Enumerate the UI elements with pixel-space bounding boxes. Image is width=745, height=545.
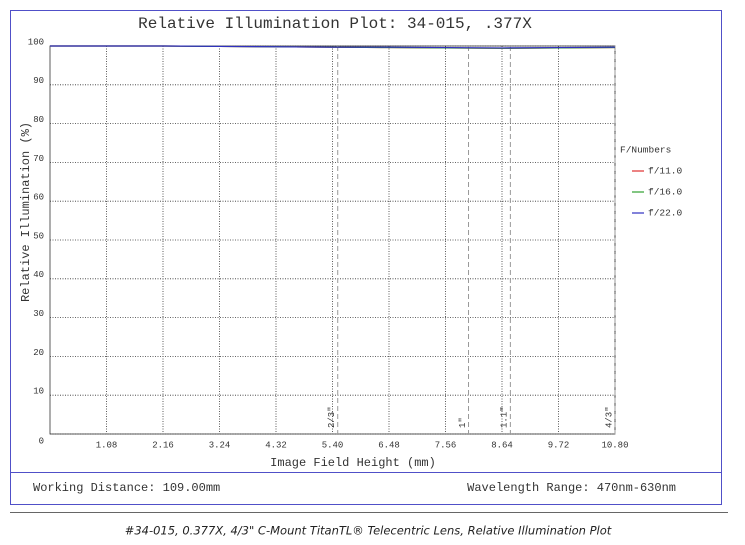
- wavelength-range: Wavelength Range: 470nm-630nm: [467, 481, 676, 495]
- y-tick-label: 70: [33, 154, 44, 164]
- x-tick-label: 4.32: [265, 440, 287, 450]
- y-tick-label: 90: [33, 76, 44, 86]
- y-axis-label: Relative Illumination (%): [19, 122, 33, 302]
- y-tick-label: 50: [33, 231, 44, 241]
- x-tick-label: 8.64: [491, 440, 513, 450]
- chart-title: Relative Illumination Plot: 34-015, .377…: [138, 15, 532, 33]
- sensor-label: 4/3": [604, 406, 614, 428]
- y-tick-label: 40: [33, 270, 44, 280]
- legend-label: f/22.0: [648, 208, 683, 219]
- x-tick-label: 7.56: [435, 440, 457, 450]
- sensor-label: 1.1": [500, 406, 510, 428]
- y-tick-label: 10: [33, 387, 44, 397]
- y-tick-label: 30: [33, 309, 44, 319]
- y-tick-label: 100: [28, 37, 44, 47]
- x-tick-label: 6.48: [378, 440, 400, 450]
- y-tick-label: 20: [33, 348, 44, 358]
- x-tick-label: 1.08: [96, 440, 118, 450]
- x-tick-label: 10.80: [601, 440, 628, 450]
- series-line: [50, 45, 616, 49]
- legend-label: f/16.0: [648, 187, 683, 198]
- x-tick-label: 5.40: [322, 440, 344, 450]
- legend-title: F/Numbers: [620, 145, 671, 156]
- x-tick-label: 9.72: [548, 440, 570, 450]
- sensor-label: 1": [458, 417, 468, 428]
- legend-label: f/11.0: [648, 166, 683, 177]
- working-distance: Working Distance: 109.00mm: [33, 481, 220, 495]
- x-tick-label: 3.24: [209, 440, 231, 450]
- x-tick-label: 2.16: [152, 440, 174, 450]
- caption: #34-015, 0.377X, 4/3" C-Mount TitanTL® T…: [125, 524, 612, 538]
- frame: [10, 10, 722, 505]
- y-tick-label: 80: [33, 115, 44, 125]
- sensor-label: 2/3": [327, 406, 337, 428]
- x-axis-label: Image Field Height (mm): [270, 456, 436, 470]
- y-tick-label: 60: [33, 193, 44, 203]
- y-tick-label: 0: [39, 436, 44, 446]
